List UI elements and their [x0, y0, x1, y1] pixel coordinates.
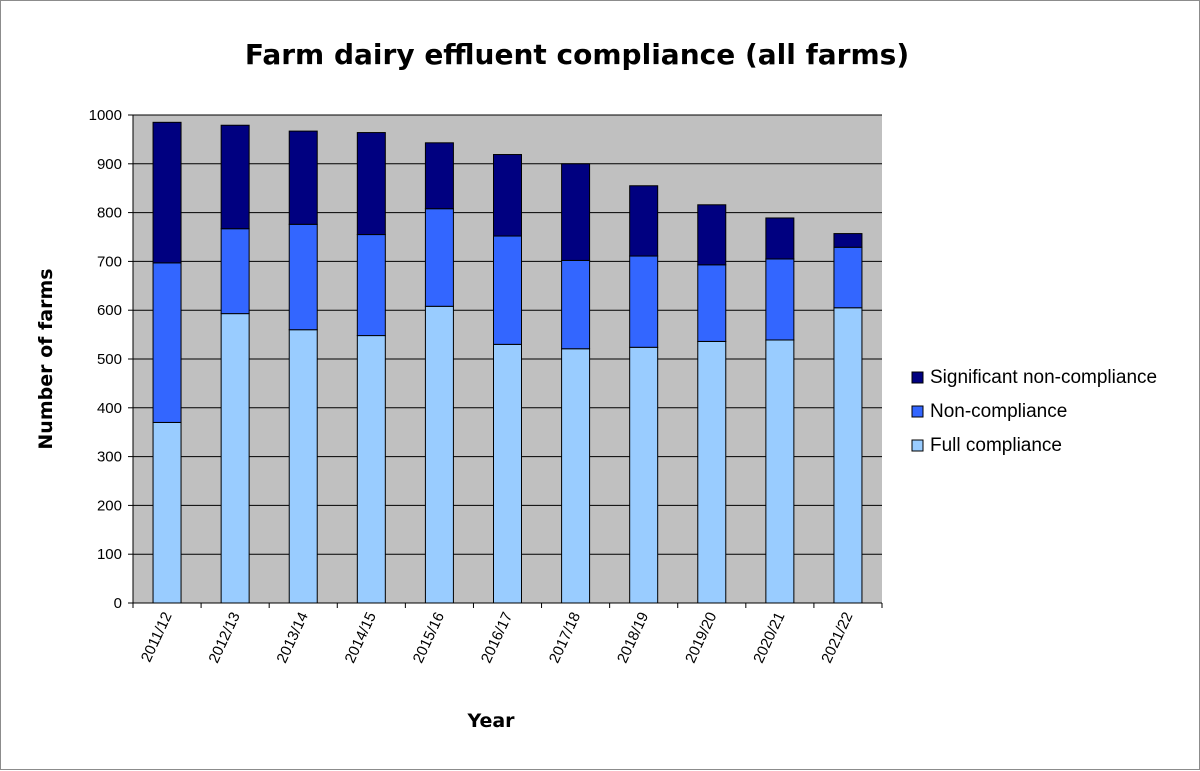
bar-segment	[493, 154, 522, 237]
bar-segment	[288, 329, 318, 604]
x-tick-label: 2018/19	[614, 610, 652, 666]
y-tick-label: 100	[97, 546, 122, 563]
x-tick-label: 2016/17	[478, 610, 516, 666]
bar-segment	[288, 223, 318, 331]
bar-segment	[629, 255, 659, 348]
bar-segment	[697, 340, 727, 604]
y-axis-title: Number of farms	[35, 268, 57, 449]
y-tick-label: 0	[114, 595, 122, 612]
y-tick-label: 200	[97, 497, 122, 514]
bar-segment	[220, 124, 250, 230]
x-tick-label: 2017/18	[546, 610, 584, 666]
bars	[152, 121, 863, 604]
bar-segment	[561, 163, 591, 261]
bar-segment	[288, 130, 318, 225]
y-tick-label: 400	[97, 400, 122, 417]
bar-segment	[697, 264, 727, 342]
x-tick-label: 2014/15	[342, 610, 380, 666]
bar-segment	[629, 346, 659, 604]
legend-swatch	[911, 371, 924, 384]
bar-segment	[356, 234, 386, 337]
bar-segment	[765, 339, 795, 604]
bar-segment	[424, 142, 454, 210]
bar-segment	[493, 235, 522, 345]
legend-label: Non-compliance	[930, 401, 1067, 422]
x-tick-label: 2011/12	[138, 610, 176, 665]
x-axis-title: Year	[466, 710, 515, 732]
x-tick-label: 2013/14	[274, 610, 312, 666]
bar-segment	[833, 307, 863, 604]
bar-segment	[152, 421, 182, 604]
bar-segment	[220, 228, 250, 315]
legend-swatch	[911, 405, 924, 418]
bar-segment	[561, 348, 591, 604]
y-tick-label: 900	[97, 156, 122, 173]
x-tick-label: 2020/21	[750, 610, 788, 666]
bar-segment	[424, 208, 454, 307]
x-tick-label: 2021/22	[818, 610, 856, 666]
x-tick-label: 2015/16	[410, 610, 448, 666]
legend-label: Full compliance	[930, 435, 1062, 456]
bar-segment	[561, 259, 591, 350]
bar-segment	[152, 121, 182, 264]
y-tick-label: 1000	[89, 107, 122, 124]
bar-segment	[152, 262, 182, 423]
bar-segment	[356, 335, 386, 604]
x-tick-label: 2019/20	[682, 610, 720, 666]
axes	[128, 114, 883, 608]
bar-segment	[765, 217, 795, 260]
y-tick-label: 300	[97, 449, 122, 466]
y-tick-label: 800	[97, 205, 122, 222]
legend-swatch	[911, 439, 924, 452]
y-tick-label: 600	[97, 302, 122, 319]
bar-segment	[765, 258, 795, 341]
legend-label: Significant non-compliance	[930, 367, 1157, 388]
bar-segment	[220, 313, 250, 604]
bar-segment	[629, 185, 659, 257]
y-tick-label: 700	[97, 253, 122, 270]
bar-segment	[493, 343, 522, 604]
bar-segment	[424, 305, 454, 604]
bar-segment	[356, 132, 386, 236]
chart-title: Farm dairy effluent compliance (all farm…	[245, 38, 909, 71]
y-tick-label: 500	[97, 351, 122, 368]
bar-segment	[833, 233, 863, 248]
bar-segment	[833, 246, 863, 309]
y-tick-labels: 0 100 200 300 400 500 600 700 800 900 1000	[89, 107, 122, 612]
bar-segment	[697, 204, 727, 266]
legend: Significant non-compliance Non-compliance…	[911, 367, 1157, 456]
x-tick-label: 2012/13	[205, 610, 243, 666]
x-tick-labels: 2011/12 2012/13 2013/14 2014/15 2015/16 2016/…	[138, 610, 857, 666]
